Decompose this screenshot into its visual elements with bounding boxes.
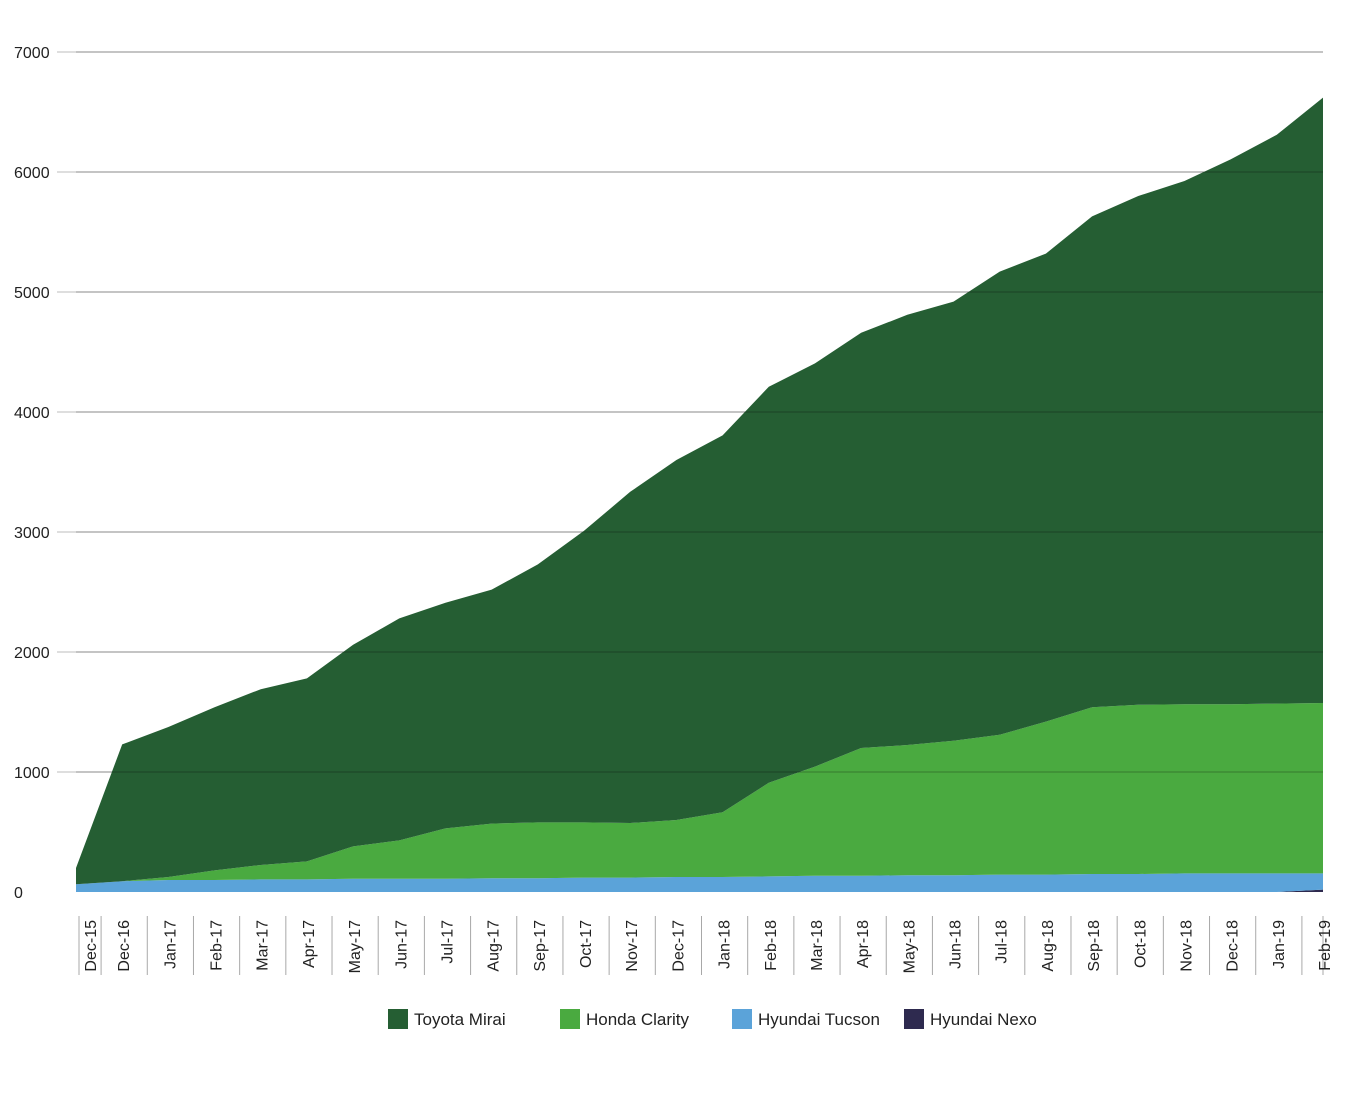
x-tick-label: Mar-17 <box>255 920 272 971</box>
legend-item-toyota-mirai: Toyota Mirai <box>388 1009 506 1029</box>
legend-swatch <box>732 1009 752 1029</box>
area-toyota-mirai <box>76 97 1323 885</box>
legend-label: Hyundai Nexo <box>930 1010 1037 1029</box>
x-tick-label: Dec-17 <box>670 920 687 972</box>
x-tick-label: Feb-17 <box>209 920 226 971</box>
x-axis: Dec-15 Dec-16 Jan-17 Feb-17 Mar-17 Apr-17 May-… <box>78 916 1334 975</box>
x-tick-label: Apr-18 <box>855 920 872 968</box>
x-tick-label: Jul-17 <box>440 920 457 964</box>
area-hyundai-tucson <box>76 873 1323 892</box>
y-axis: 0 1000 2000 3000 4000 5000 6000 7000 <box>14 45 50 902</box>
x-tick-label: Mar-18 <box>809 920 826 971</box>
y-tick-label: 6000 <box>14 165 50 182</box>
x-tick-label: Apr-17 <box>301 920 318 968</box>
y-tick-label: 1000 <box>14 765 50 782</box>
x-tick-label: Nov-18 <box>1178 920 1195 972</box>
x-tick-label: Jun-17 <box>393 920 410 969</box>
y-tick-label: 4000 <box>14 405 50 422</box>
x-tick-label: Nov-17 <box>624 920 641 972</box>
legend-item-honda-clarity: Honda Clarity <box>560 1009 689 1029</box>
x-tick-label: Dec-15 <box>83 920 100 972</box>
x-tick-label: Aug-18 <box>1040 920 1057 972</box>
x-tick-label: Jan-19 <box>1271 920 1288 969</box>
x-tick-label: Jun-18 <box>948 920 965 969</box>
y-tick-label: 7000 <box>14 45 50 62</box>
x-tick-label: Oct-17 <box>578 920 595 968</box>
x-tick-label: Aug-17 <box>486 920 503 972</box>
x-tick-label: Feb-18 <box>763 920 780 971</box>
x-tick-label: Sep-17 <box>532 920 549 972</box>
x-tick-label: Jul-18 <box>994 920 1011 964</box>
y-tick-label: 0 <box>14 885 23 902</box>
x-tick-label: Jan-18 <box>717 920 734 969</box>
legend-swatch <box>388 1009 408 1029</box>
gridlines-over-areas <box>76 51 1323 773</box>
plot-areas <box>76 97 1323 892</box>
x-tick-label: Jan-17 <box>162 920 179 969</box>
legend-item-hyundai-tucson: Hyundai Tucson <box>732 1009 880 1029</box>
legend-label: Hyundai Tucson <box>758 1010 880 1029</box>
x-tick-label: Oct-18 <box>1132 920 1149 968</box>
x-tick-label: May-17 <box>347 920 364 973</box>
legend-label: Honda Clarity <box>586 1010 689 1029</box>
legend: Toyota Mirai Honda Clarity Hyundai Tucson H… <box>388 1009 1037 1029</box>
y-tick-label: 2000 <box>14 645 50 662</box>
y-tick-label: 5000 <box>14 285 50 302</box>
legend-swatch <box>560 1009 580 1029</box>
y-tick-label: 3000 <box>14 525 50 542</box>
legend-swatch <box>904 1009 924 1029</box>
area-honda-clarity <box>76 703 1323 885</box>
x-tick-label: Sep-18 <box>1086 920 1103 972</box>
legend-item-hyundai-nexo: Hyundai Nexo <box>904 1009 1037 1029</box>
x-tick-label: Feb-19 <box>1317 920 1334 971</box>
legend-label: Toyota Mirai <box>414 1010 506 1029</box>
x-tick-label: Dec-16 <box>116 920 133 972</box>
x-tick-label: May-18 <box>901 920 918 973</box>
x-tick-label: Dec-18 <box>1225 920 1242 972</box>
